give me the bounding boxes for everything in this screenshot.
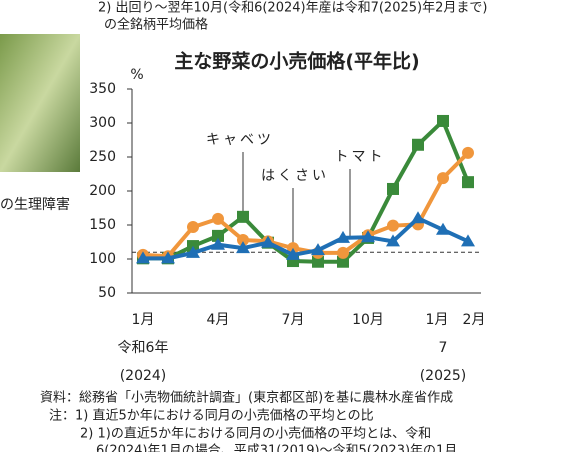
marker (437, 114, 449, 127)
note-bottom: 2) 1)の直近5か年における同月の小売価格の平均とは、令和 (80, 426, 431, 442)
marker (462, 146, 474, 159)
marker (186, 245, 200, 258)
chart-title: 主な野菜の小売価格(平年比) (174, 50, 419, 73)
marker (337, 255, 349, 268)
marker (212, 229, 224, 242)
marker (212, 212, 224, 225)
y-tick-label: 50 (98, 285, 116, 301)
marker (386, 234, 400, 247)
x-tick-label: 4月 (207, 312, 230, 328)
marker (387, 182, 399, 195)
x-tick-label: 7月 (282, 312, 305, 328)
marker (412, 138, 424, 151)
marker (136, 251, 150, 264)
marker (361, 230, 375, 243)
y-tick-label: 350 (89, 81, 116, 97)
x-tick-label: 1月 (132, 312, 155, 328)
x-tick-label: 1月 (426, 312, 449, 328)
x-era-label: 令和6年 (118, 340, 169, 356)
marker (161, 251, 175, 264)
x-year-label: (2025) (420, 368, 467, 384)
marker (411, 211, 425, 224)
note-bottom: 6(2024)年1月の場合、平成31(2019)～令和5(2023)年の1月 (96, 444, 457, 452)
marker (312, 255, 324, 268)
series-label: トマト (335, 149, 386, 165)
marker (237, 210, 249, 223)
x-tick-label: 10月 (352, 312, 384, 328)
side-text: の生理障害 (0, 197, 70, 213)
marker (237, 233, 249, 246)
y-tick-label: 300 (89, 115, 116, 131)
marker (211, 237, 225, 250)
marker (337, 246, 349, 259)
y-axis-label: % (130, 67, 143, 83)
marker (437, 172, 449, 185)
marker (287, 255, 299, 268)
x-era-label: 7 (439, 340, 448, 356)
marker (286, 247, 300, 260)
y-tick-label: 100 (89, 251, 116, 267)
y-tick-label: 250 (89, 149, 116, 165)
marker (187, 221, 199, 234)
note-bottom: 資料：総務省「小売物価統計調査」(東京都区部)を基に農林水産省作成 (40, 390, 453, 406)
marker (311, 243, 325, 256)
marker (461, 234, 475, 247)
note-bottom: 注：1) 直近5か年における同月の小売価格の平均との比 (49, 408, 374, 424)
marker (387, 219, 399, 232)
marker (436, 222, 450, 235)
marker (261, 235, 275, 248)
note-top: の全銘柄平均価格 (104, 17, 208, 33)
y-tick-label: 200 (89, 183, 116, 199)
series-label: はくさい (261, 168, 329, 184)
marker (462, 176, 474, 189)
x-year-label: (2024) (120, 368, 167, 384)
note-top: 2) 出回り～翌年10月(令和6(2024)年産は令和7(2025)年2月まで) (98, 0, 487, 16)
marker (236, 241, 250, 254)
y-tick-label: 150 (89, 217, 116, 233)
x-tick-label: 2月 (463, 312, 486, 328)
photo (0, 34, 80, 172)
series-label: キャベツ (206, 132, 274, 148)
marker (336, 230, 350, 243)
